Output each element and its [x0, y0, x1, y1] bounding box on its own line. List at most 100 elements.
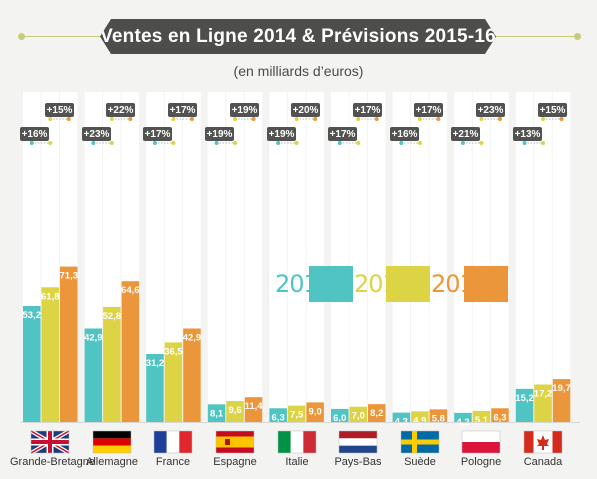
bar-value-label: 61,8: [41, 291, 60, 302]
growth-badge-2016: +15%: [45, 103, 74, 117]
connector-dot: [436, 117, 441, 121]
connector-dot: [109, 141, 114, 145]
bar-value-label: 64,6: [121, 285, 140, 296]
growth-badge-2015: +13%: [513, 127, 542, 141]
germany-flag-icon-part: [93, 438, 131, 446]
column-background: [244, 92, 263, 422]
connector-dot: [313, 117, 318, 121]
bar-value-label: 5,1: [475, 415, 489, 426]
bar-2015-1: [103, 306, 121, 422]
country-label: Suède: [404, 456, 436, 468]
germany-flag-icon: [92, 430, 132, 454]
france-flag-icon-part: [166, 431, 180, 453]
chart-subtitle: (en milliards d’euros): [233, 63, 364, 79]
legend-swatch-2014: [309, 266, 353, 302]
country-label: Pays-Bas: [334, 456, 382, 468]
uk-flag-icon-border: [30, 430, 70, 454]
bar-value-label: 4,9: [413, 415, 426, 426]
growth-badge-2015: +19%: [205, 127, 234, 141]
spain-flag-icon-part: [216, 436, 254, 448]
netherlands-flag-icon-part: [339, 438, 377, 446]
italy-flag-icon-part: [303, 431, 316, 453]
canada-flag-icon-part: [537, 435, 549, 450]
country-label: Canada: [523, 456, 563, 468]
column-background: [454, 92, 472, 422]
country-label: Espagne: [213, 456, 257, 468]
bar-value-label: 9,6: [228, 405, 241, 416]
bar-2016-7: [491, 408, 509, 422]
connector-dot: [91, 141, 96, 145]
uk-flag-icon: [29, 429, 71, 455]
column-background: [429, 92, 448, 422]
germany-flag-icon-part: [93, 431, 131, 439]
column-background: [164, 92, 183, 422]
bar-value-label: 42,9: [183, 332, 202, 343]
connector-dot: [189, 117, 194, 121]
connector-dot: [417, 141, 422, 145]
bar-value-label: 53,2: [23, 310, 42, 321]
connector-dot: [128, 117, 133, 121]
growth-badge-2016: +23%: [476, 103, 505, 117]
connector-dot: [460, 141, 465, 145]
legend-label-2016: 2016: [431, 270, 489, 298]
connector-dot: [233, 141, 238, 145]
connector-dot: [479, 117, 484, 121]
italy-flag-icon: [277, 430, 317, 454]
bar-value-label: 52,8: [103, 311, 122, 322]
connector-dot: [522, 141, 527, 145]
title-dot-right: [574, 33, 581, 40]
growth-badge-2016: +19%: [230, 103, 259, 117]
growth-badge-2016: +17%: [353, 103, 382, 117]
connector-dot: [171, 141, 176, 145]
country-label: Italie: [285, 456, 309, 468]
connector-dot: [294, 141, 299, 145]
column-background: [392, 92, 411, 422]
bar-2014-7: [454, 412, 472, 422]
legend-swatch-2015: [386, 266, 430, 302]
column-background: [552, 92, 571, 422]
bar-value-label: 5,8: [432, 413, 445, 424]
column-background: [226, 92, 244, 422]
column-background: [411, 92, 429, 422]
bar-value-label: 8,1: [210, 408, 224, 419]
france-flag-icon: [153, 430, 193, 454]
canada-flag-icon-part: [552, 431, 562, 453]
bar-value-label: 42,9: [84, 332, 103, 343]
spain-flag-icon: [215, 430, 255, 454]
bar-2014-1: [84, 328, 103, 422]
bar-2015-3: [226, 401, 244, 422]
bar-value-label: 6,0: [333, 413, 346, 424]
bar-value-label: 36,5: [164, 346, 183, 357]
growth-badge-2015: +17%: [143, 127, 172, 141]
bar-2016-6: [429, 409, 448, 422]
growth-badge-2016: +17%: [168, 103, 197, 117]
bar-value-label: 71,3: [60, 271, 79, 282]
bar-2015-2: [164, 342, 183, 422]
connector-dot: [66, 117, 71, 121]
connector-dot: [48, 117, 53, 121]
bar-2014-3: [207, 404, 226, 422]
growth-badge-2015: +19%: [267, 127, 296, 141]
bar-value-label: 19,7: [552, 383, 571, 394]
bar-value-label: 17,2: [534, 389, 553, 400]
title-rule-left: [22, 36, 102, 37]
sweden-flag-icon: [400, 430, 440, 454]
connector-dot: [214, 141, 219, 145]
france-flag-icon-part: [154, 431, 167, 453]
germany-flag-icon-border: [92, 430, 132, 454]
connector-dot: [152, 141, 157, 145]
connector-dot: [337, 141, 342, 145]
poland-flag-icon-part: [462, 442, 500, 453]
italy-flag-icon-part: [290, 431, 304, 453]
connector-dot: [233, 117, 238, 121]
poland-flag-icon: [461, 430, 501, 454]
bar-2014-5: [331, 408, 349, 422]
connector-dot: [479, 141, 484, 145]
connector-dot: [541, 141, 546, 145]
bar-2016-0: [60, 266, 78, 422]
poland-flag-icon-part: [462, 431, 500, 442]
sweden-flag-icon-border: [400, 430, 440, 454]
bar-value-label: 7,0: [352, 411, 365, 422]
legend-swatch-2016: [464, 266, 508, 302]
column-background: [472, 92, 491, 422]
